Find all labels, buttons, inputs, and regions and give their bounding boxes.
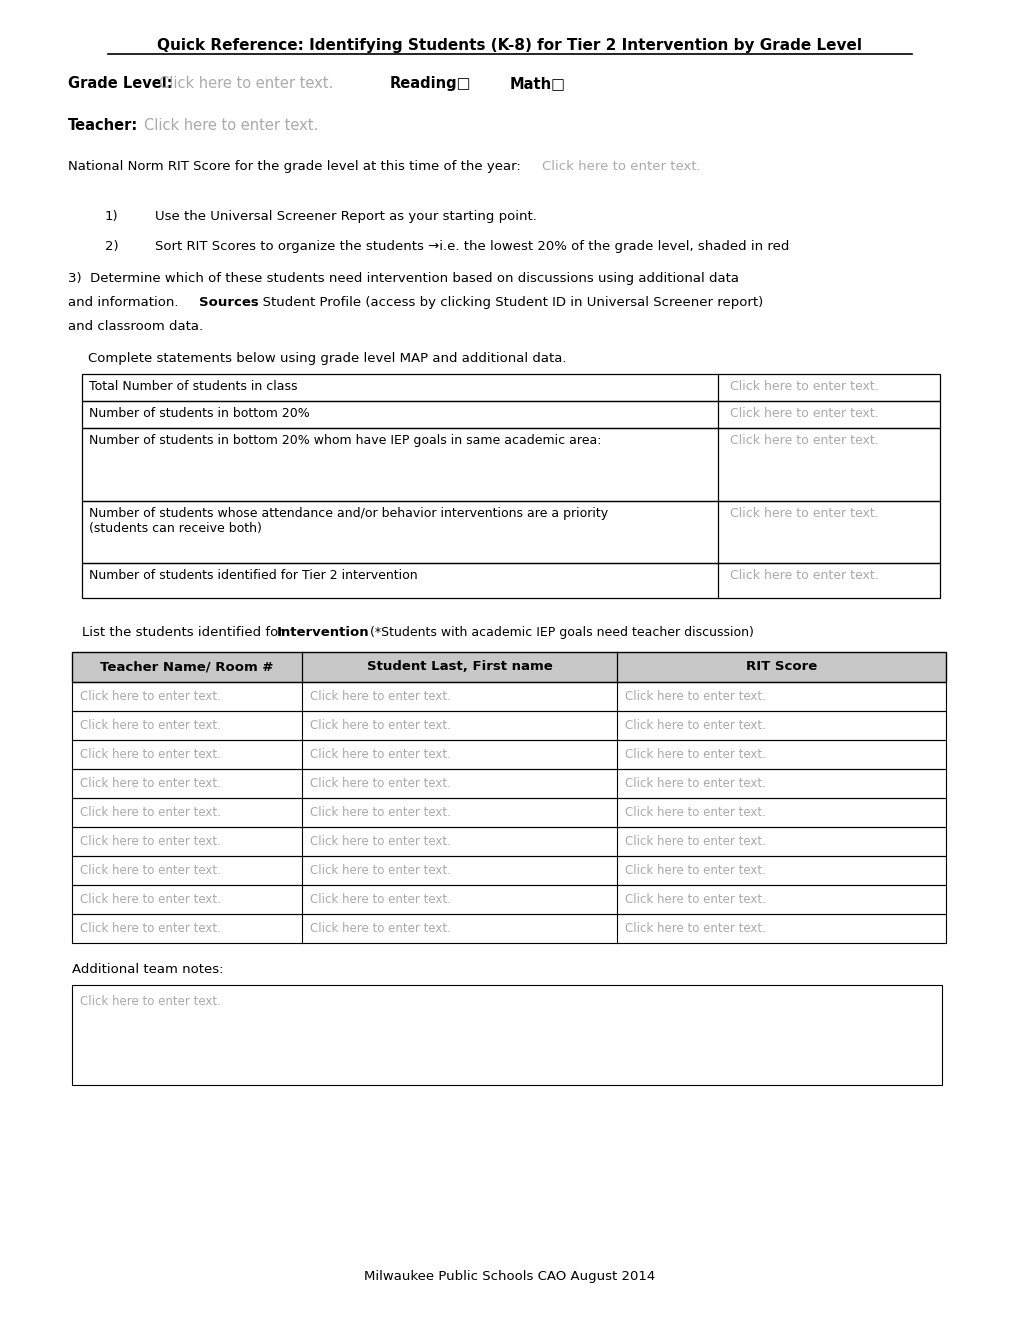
Bar <box>82 502 940 564</box>
Text: Grade Level:: Grade Level: <box>68 77 172 91</box>
Text: Click here to enter text.: Click here to enter text. <box>625 921 765 935</box>
Text: Click here to enter text.: Click here to enter text. <box>625 807 765 818</box>
Text: Click here to enter text.: Click here to enter text. <box>79 921 221 935</box>
Text: Click here to enter text.: Click here to enter text. <box>730 380 878 393</box>
Text: Click here to enter text.: Click here to enter text. <box>625 690 765 704</box>
Text: : Student Profile (access by clicking Student ID in Universal Screener report): : Student Profile (access by clicking St… <box>254 296 762 309</box>
Text: National Norm RIT Score for the grade level at this time of the year:: National Norm RIT Score for the grade le… <box>68 160 521 173</box>
Text: Click here to enter text.: Click here to enter text. <box>625 777 765 789</box>
Text: Teacher Name/ Room #: Teacher Name/ Room # <box>100 660 273 673</box>
Text: Complete statements below using grade level MAP and additional data.: Complete statements below using grade le… <box>88 352 566 366</box>
Text: Click here to enter text.: Click here to enter text. <box>541 160 700 173</box>
Text: Student Last, First name: Student Last, First name <box>366 660 552 673</box>
Text: Click here to enter text.: Click here to enter text. <box>79 865 221 876</box>
Text: Click here to enter text.: Click here to enter text. <box>79 719 221 733</box>
Text: Click here to enter text.: Click here to enter text. <box>625 748 765 762</box>
Text: Number of students in bottom 20%: Number of students in bottom 20% <box>89 407 310 420</box>
Text: Click here to enter text.: Click here to enter text. <box>625 719 765 733</box>
Text: Click here to enter text.: Click here to enter text. <box>310 719 450 733</box>
Text: and information.: and information. <box>68 296 182 309</box>
Bar <box>82 564 940 598</box>
Text: Click here to enter text.: Click here to enter text. <box>159 77 333 91</box>
Text: Click here to enter text.: Click here to enter text. <box>730 569 878 582</box>
Text: Teacher:: Teacher: <box>68 117 139 133</box>
Text: Use the Universal Screener Report as your starting point.: Use the Universal Screener Report as you… <box>155 210 536 223</box>
Text: Click here to enter text.: Click here to enter text. <box>625 865 765 876</box>
Text: 2): 2) <box>105 240 118 253</box>
Bar <box>72 913 945 942</box>
Text: Milwaukee Public Schools CAO August 2014: Milwaukee Public Schools CAO August 2014 <box>364 1270 655 1283</box>
Text: Click here to enter text.: Click here to enter text. <box>310 836 450 847</box>
Text: Click here to enter text.: Click here to enter text. <box>730 507 878 520</box>
Bar <box>72 770 945 799</box>
Bar <box>72 741 945 770</box>
Text: Click here to enter text.: Click here to enter text. <box>79 894 221 906</box>
Text: Click here to enter text.: Click here to enter text. <box>625 894 765 906</box>
Bar <box>72 855 945 884</box>
Text: Sort RIT Scores to organize the students →i.e. the lowest 20% of the grade level: Sort RIT Scores to organize the students… <box>155 240 789 253</box>
Text: and classroom data.: and classroom data. <box>68 319 203 333</box>
Text: Click here to enter text.: Click here to enter text. <box>79 995 221 1008</box>
Text: RIT Score: RIT Score <box>745 660 816 673</box>
Text: Number of students in bottom 20% whom have IEP goals in same academic area:: Number of students in bottom 20% whom ha… <box>89 434 601 447</box>
Text: Total Number of students in class: Total Number of students in class <box>89 380 298 393</box>
Text: Click here to enter text.: Click here to enter text. <box>79 777 221 789</box>
Text: Click here to enter text.: Click here to enter text. <box>625 836 765 847</box>
Bar <box>72 652 945 682</box>
Bar <box>72 799 945 828</box>
Text: Number of students whose attendance and/or behavior interventions are a priority: Number of students whose attendance and/… <box>89 507 607 535</box>
Text: 3)  Determine which of these students need intervention based on discussions usi: 3) Determine which of these students nee… <box>68 272 739 285</box>
Text: Math□: Math□ <box>510 77 566 91</box>
Bar <box>72 711 945 741</box>
Text: Click here to enter text.: Click here to enter text. <box>79 748 221 762</box>
Text: (*Students with academic IEP goals need teacher discussion): (*Students with academic IEP goals need … <box>354 626 753 639</box>
Text: Click here to enter text.: Click here to enter text. <box>79 807 221 818</box>
Text: Quick Reference: Identifying Students (K-8) for Tier 2 Intervention by Grade Lev: Quick Reference: Identifying Students (K… <box>157 38 862 53</box>
Text: Click here to enter text.: Click here to enter text. <box>310 807 450 818</box>
Bar <box>72 682 945 711</box>
Text: Click here to enter text.: Click here to enter text. <box>79 690 221 704</box>
Text: List the students identified for: List the students identified for <box>82 626 287 639</box>
Text: Reading□: Reading□ <box>389 77 471 91</box>
Text: Click here to enter text.: Click here to enter text. <box>310 894 450 906</box>
Text: Number of students identified for Tier 2 intervention: Number of students identified for Tier 2… <box>89 569 417 582</box>
Text: Click here to enter text.: Click here to enter text. <box>79 836 221 847</box>
Text: 1): 1) <box>105 210 118 223</box>
Text: Click here to enter text.: Click here to enter text. <box>310 748 450 762</box>
Text: Click here to enter text.: Click here to enter text. <box>310 777 450 789</box>
Bar <box>82 428 940 502</box>
Text: Click here to enter text.: Click here to enter text. <box>310 865 450 876</box>
Text: Click here to enter text.: Click here to enter text. <box>144 117 318 133</box>
Bar <box>72 828 945 855</box>
Text: Intervention: Intervention <box>277 626 369 639</box>
Bar <box>72 884 945 913</box>
Bar <box>72 985 942 1085</box>
Text: Additional team notes:: Additional team notes: <box>72 964 223 975</box>
Text: Click here to enter text.: Click here to enter text. <box>310 921 450 935</box>
Bar <box>82 401 940 428</box>
Text: Click here to enter text.: Click here to enter text. <box>730 434 878 447</box>
Bar <box>82 374 940 401</box>
Text: Click here to enter text.: Click here to enter text. <box>730 407 878 420</box>
Text: Sources: Sources <box>199 296 259 309</box>
Text: Click here to enter text.: Click here to enter text. <box>310 690 450 704</box>
